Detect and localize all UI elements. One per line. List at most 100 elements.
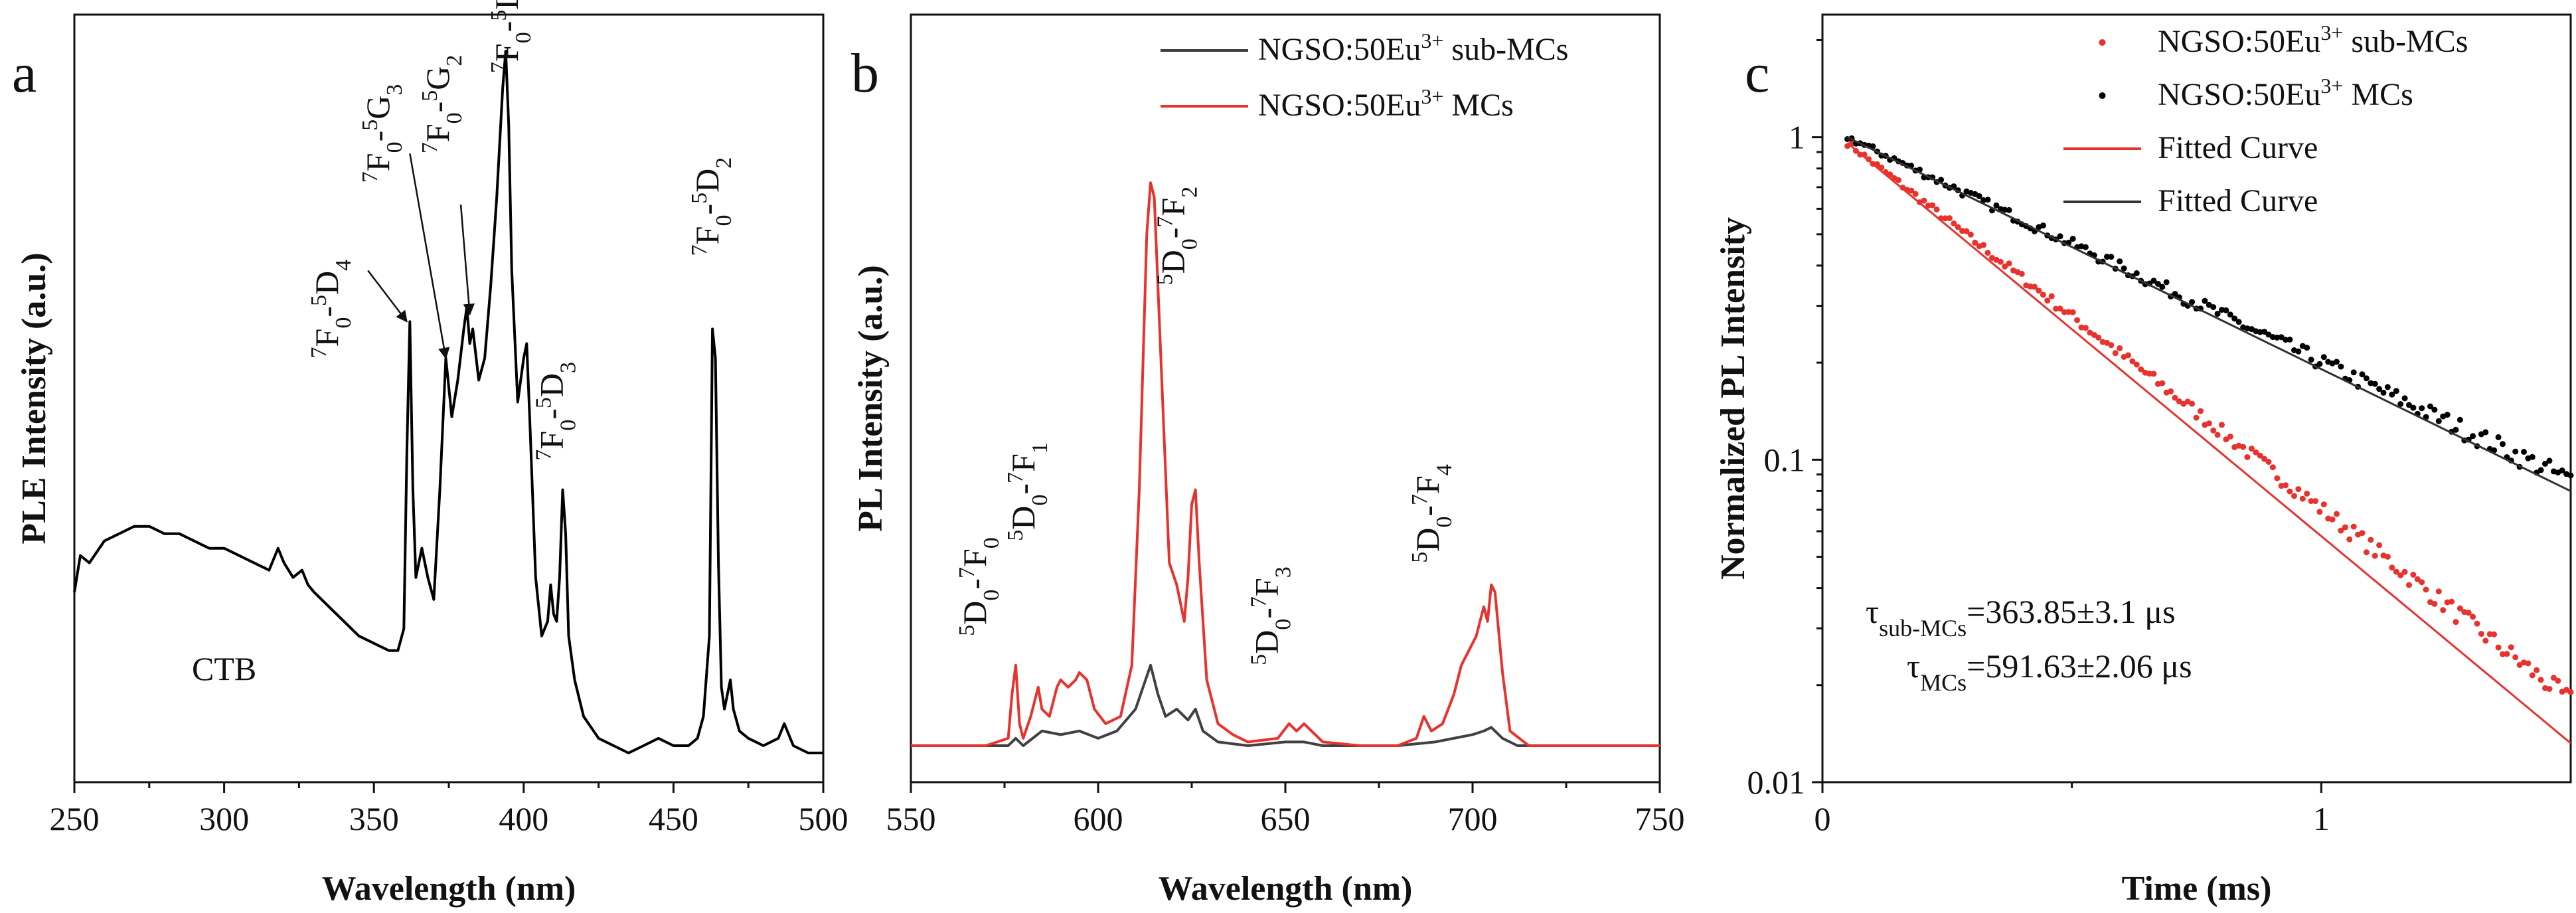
panel-c-series-0-point bbox=[2168, 388, 2174, 394]
panel-c-series-1-point bbox=[2372, 380, 2378, 387]
panel-c-series-0-point bbox=[2095, 334, 2102, 341]
panel-c-series-1-point bbox=[2235, 319, 2242, 325]
panel-c-series-0-point bbox=[2193, 414, 2200, 421]
panel-c-letter: c bbox=[1745, 42, 1769, 104]
panel-c-series-0-point bbox=[2283, 482, 2289, 489]
panel-c-series-0-point bbox=[2567, 689, 2574, 695]
panel-c-series-0-point bbox=[2546, 686, 2553, 692]
panel-a-series-0-line bbox=[73, 50, 823, 754]
panel-c-series-1-point bbox=[1984, 197, 1991, 203]
panel-c-series-0-point bbox=[2555, 677, 2561, 684]
panel-a-xtick-label: 450 bbox=[649, 800, 698, 837]
panel-c-series-1-point bbox=[2189, 299, 2196, 305]
panel-c-series-1-point bbox=[2406, 402, 2412, 408]
panel-c-series-0-point bbox=[1933, 206, 1940, 212]
panel-c-series-0-point bbox=[2338, 527, 2344, 534]
panel-c-series-1-point bbox=[2376, 386, 2383, 392]
panel-a-letter: a bbox=[12, 42, 37, 104]
panel-c-series-0-point bbox=[2219, 422, 2225, 428]
panel-a: 250 300 350 400 450 500 Wavelength (nm) PLE Int… bbox=[12, 0, 848, 908]
panel-c-series-0-point bbox=[1959, 228, 1966, 234]
panel-c-series-0-point bbox=[2159, 380, 2166, 386]
panel-c-series-1-point bbox=[1993, 202, 2000, 208]
panel-c-series-0-point bbox=[2363, 549, 2370, 556]
panel-c-series-1-point bbox=[2500, 441, 2506, 448]
panel-c-series-1-point bbox=[2154, 281, 2161, 287]
panel-c-series-0-point bbox=[1921, 197, 1927, 204]
panel-c-series-1-point bbox=[2172, 291, 2178, 297]
panel-c-series-1-point bbox=[2295, 348, 2302, 355]
panel-c-series-0-point bbox=[2299, 495, 2306, 502]
panel-c-series-0-point bbox=[2129, 358, 2136, 365]
panel-c-tau-0: τsub-MCs=363.85±3.1 μs bbox=[1866, 593, 2176, 641]
panel-c-series-1-point bbox=[2537, 467, 2544, 473]
panel-c-series-1-point bbox=[2435, 418, 2442, 424]
panel-c-legend-label-3: Fitted Curve bbox=[2158, 183, 2318, 218]
panel-c-series-1-point bbox=[2427, 403, 2433, 410]
panel-c-series-1-point bbox=[2359, 371, 2366, 378]
panel-c-series-0-point bbox=[2384, 553, 2391, 560]
panel-c-series-0-point bbox=[2508, 644, 2514, 651]
panel-b-xtick-label: 700 bbox=[1448, 800, 1498, 837]
panel-c-series-0-point bbox=[2393, 568, 2399, 575]
panel-c-series-0-point bbox=[2389, 564, 2395, 571]
panel-c-series-1-point bbox=[2559, 467, 2565, 473]
panel-c-series-0-point bbox=[2410, 572, 2417, 578]
panel-c-series-1-point bbox=[2393, 388, 2399, 394]
panel-c-series-0-point bbox=[1929, 202, 1936, 208]
panel-c-series-0-point bbox=[2048, 293, 2055, 299]
panel-c-series-1-point bbox=[2082, 244, 2089, 250]
panel-c-series-1-point bbox=[2380, 389, 2387, 396]
panel-a-arrow-1 bbox=[367, 270, 408, 323]
panel-c-series-0-point bbox=[2227, 433, 2233, 440]
panel-c-series-0-point bbox=[2525, 660, 2532, 667]
panel-c-ytick-label: 0.1 bbox=[1764, 441, 1806, 478]
panel-c-series-1-point bbox=[2389, 391, 2395, 398]
panel-c-series-1-point bbox=[2482, 429, 2489, 436]
panel-b-transition-label-4: 5D0-7F4 bbox=[1408, 464, 1457, 563]
panel-c-series-1-point bbox=[2384, 384, 2391, 390]
panel-c-series-0-point bbox=[2053, 305, 2059, 312]
panel-a-xtick-label: 500 bbox=[799, 800, 848, 837]
panel-c-series-0-point bbox=[2295, 486, 2302, 493]
panel-b-transition-label-1: 5D0-7F1 bbox=[1003, 442, 1052, 541]
panel-a-transition-label-2: 7F0-5G3 bbox=[357, 84, 406, 183]
panel-c-series-0-point bbox=[2274, 475, 2281, 481]
panel-c-series-1-point bbox=[2410, 404, 2417, 411]
panel-b-legend-label-0: NGSO:50Eu3+ sub-MCs bbox=[1258, 29, 1568, 67]
panel-c-series-0-point bbox=[2214, 432, 2221, 438]
panel-b-xtick-label: 600 bbox=[1074, 800, 1123, 837]
panel-c-series-0-point bbox=[1972, 239, 1978, 246]
panel-c-series-1-point bbox=[2334, 359, 2340, 365]
panel-c-series-0-point bbox=[2435, 588, 2442, 595]
panel-a-transition-label-3: 7F0-5G2 bbox=[418, 55, 467, 154]
panel-c-series-1-point bbox=[2338, 363, 2344, 370]
panel-c-series-0-point bbox=[2456, 605, 2463, 612]
panel-c-series-1-point bbox=[1870, 143, 1876, 149]
panel-c-xlabel: Time (ms) bbox=[2122, 870, 2272, 908]
panel-c-series-0-point bbox=[2495, 644, 2502, 651]
panel-c-series-1-point bbox=[2040, 222, 2046, 229]
panel-c-series-1-point bbox=[2491, 447, 2498, 454]
panel-c-series-0-point bbox=[2044, 297, 2051, 304]
panel-c-series-1-point bbox=[2308, 357, 2314, 363]
panel-c-series-0-point bbox=[2401, 568, 2408, 575]
panel-c-series-0-point bbox=[2320, 501, 2327, 508]
panel-c-series-0-point bbox=[2206, 420, 2212, 427]
panel-c-series-0-point bbox=[1912, 191, 1919, 197]
panel-c-xtick-label: 0 bbox=[1814, 800, 1831, 837]
panel-c-ytick-label: 0.01 bbox=[1747, 764, 1806, 801]
panel-c-series-1-point bbox=[2057, 233, 2063, 240]
panel-c-series-0-point bbox=[2261, 456, 2268, 462]
panel-a-ylabel: PLE Intensity (a.u.) bbox=[15, 252, 53, 544]
panel-a-xtick-label: 400 bbox=[499, 800, 548, 837]
panel-c-series-0-point bbox=[1997, 258, 2004, 265]
panel-c-series-0-point bbox=[2036, 288, 2042, 294]
panel-b-frame bbox=[910, 13, 1661, 784]
panel-a-transition-label-6: 7F0-5D2 bbox=[687, 157, 736, 256]
panel-c-series-0-point bbox=[2057, 305, 2063, 312]
panel-b-xlabel: Wavelength (nm) bbox=[1159, 870, 1413, 908]
panel-c-series-0-point bbox=[2146, 371, 2153, 377]
panel-c-series-0-point bbox=[2308, 498, 2314, 505]
